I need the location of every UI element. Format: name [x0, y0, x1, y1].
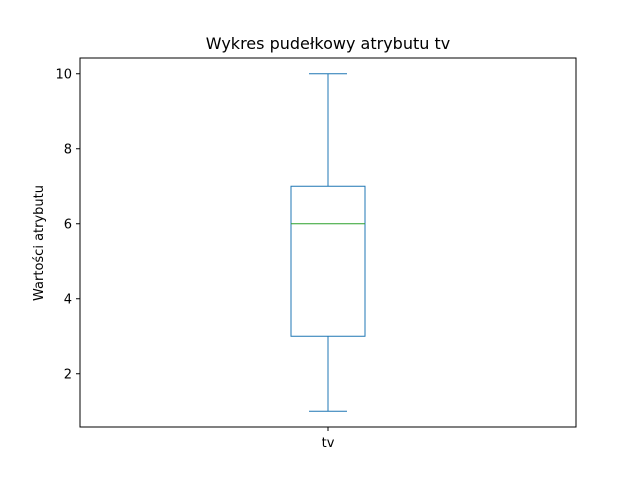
y-tick-label: 6 [64, 217, 72, 232]
plot-area [290, 73, 366, 412]
y-tick-label: 10 [55, 67, 72, 82]
y-tick-label: 8 [64, 142, 72, 157]
y-axis-label: Wartości atrybutu [32, 185, 47, 301]
interquartile-box [290, 185, 366, 337]
chart-title: Wykres pudełkowy atrybutu tv [206, 34, 450, 53]
y-tick-label: 4 [64, 292, 72, 307]
x-tick-label: tv [322, 436, 335, 451]
y-tick-label: 2 [64, 367, 72, 382]
